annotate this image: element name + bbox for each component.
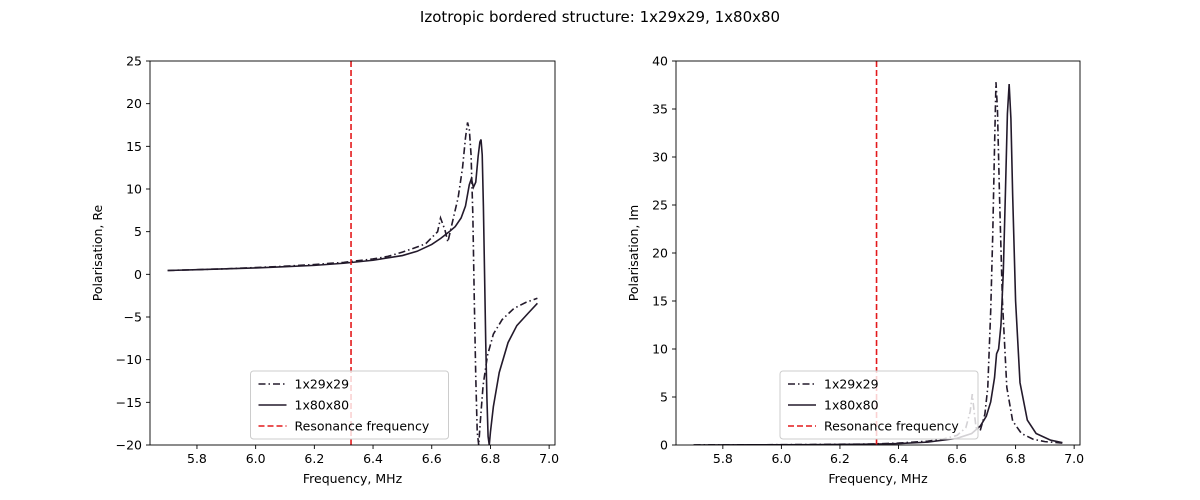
series-line-1x29x29 bbox=[167, 122, 538, 445]
x-tick-label: 6.4 bbox=[363, 451, 383, 466]
x-tick-label: 6.6 bbox=[422, 451, 442, 466]
y-axis-label: Polarisation, Re bbox=[90, 205, 105, 302]
y-tick-label: 20 bbox=[652, 246, 668, 261]
y-tick-label: 10 bbox=[652, 342, 668, 357]
series-line-1x80x80 bbox=[693, 83, 1063, 445]
series-line-1x29x29 bbox=[693, 82, 1063, 445]
legend-entry-label: 1x80x80 bbox=[824, 398, 879, 413]
y-tick-label: 10 bbox=[126, 182, 142, 197]
legend-box bbox=[250, 370, 449, 440]
x-tick-label: 6.4 bbox=[889, 451, 909, 466]
y-tick-label: 20 bbox=[126, 96, 142, 111]
legend-entry-label: Resonance frequency bbox=[824, 419, 959, 434]
x-tick-label: 6.8 bbox=[480, 451, 500, 466]
y-tick-label: −5 bbox=[124, 310, 142, 325]
y-tick-label: 15 bbox=[652, 294, 668, 309]
x-tick-label: 6.0 bbox=[246, 451, 266, 466]
x-tick-label: 7.0 bbox=[1064, 451, 1084, 466]
right-plot-imaginary-part: 5.8 6.0 6.2 6.4 6.6 6.8 7.0 0 5 10 15 20 25 30 35 40 Fre… bbox=[626, 54, 1084, 487]
y-tick-label: −20 bbox=[116, 438, 142, 453]
legend-box bbox=[779, 370, 979, 440]
legend: 1x29x29 1x80x80 Resonance frequency bbox=[779, 370, 979, 440]
y-tick-label: 25 bbox=[126, 54, 142, 69]
series-line-1x80x80 bbox=[167, 139, 538, 445]
x-tick-label: 6.2 bbox=[304, 451, 324, 466]
y-tick-label: 30 bbox=[652, 150, 668, 165]
left-plot-real-part: 5.8 6.0 6.2 6.4 6.6 6.8 7.0 −20 −15 −10 −5 0 5 10 15 20… bbox=[90, 54, 559, 487]
legend-entry-label: Resonance frequency bbox=[295, 419, 430, 434]
legend-entry-label: 1x29x29 bbox=[824, 377, 879, 392]
x-axis-label: Frequency, MHz bbox=[828, 471, 928, 486]
legend-entry-label: 1x80x80 bbox=[295, 398, 350, 413]
x-tick-label: 7.0 bbox=[539, 451, 559, 466]
x-tick-label: 5.8 bbox=[713, 451, 733, 466]
y-tick-label: 40 bbox=[652, 54, 668, 69]
y-tick-label: 25 bbox=[652, 198, 668, 213]
x-tick-label: 6.6 bbox=[947, 451, 967, 466]
y-tick-label: 35 bbox=[652, 102, 668, 117]
y-tick-label: −15 bbox=[116, 395, 142, 410]
y-axis-label: Polarisation, Im bbox=[626, 205, 641, 301]
y-tick-label: 5 bbox=[660, 390, 668, 405]
figure-title: Izotropic bordered structure: 1x29x29, 1… bbox=[420, 8, 780, 26]
x-axis-label: Frequency, MHz bbox=[303, 471, 403, 486]
x-tick-label: 5.8 bbox=[187, 451, 207, 466]
y-tick-label: 0 bbox=[660, 438, 668, 453]
legend-entry-label: 1x29x29 bbox=[295, 377, 350, 392]
y-tick-label: −10 bbox=[116, 352, 142, 367]
x-tick-label: 6.2 bbox=[830, 451, 850, 466]
x-tick-label: 6.8 bbox=[1006, 451, 1026, 466]
legend: 1x29x29 1x80x80 Resonance frequency bbox=[250, 370, 449, 440]
y-tick-label: 0 bbox=[134, 267, 142, 282]
x-tick-label: 6.0 bbox=[771, 451, 791, 466]
y-tick-label: 5 bbox=[134, 224, 142, 239]
y-tick-label: 15 bbox=[126, 139, 142, 154]
axes-frame bbox=[149, 60, 556, 446]
